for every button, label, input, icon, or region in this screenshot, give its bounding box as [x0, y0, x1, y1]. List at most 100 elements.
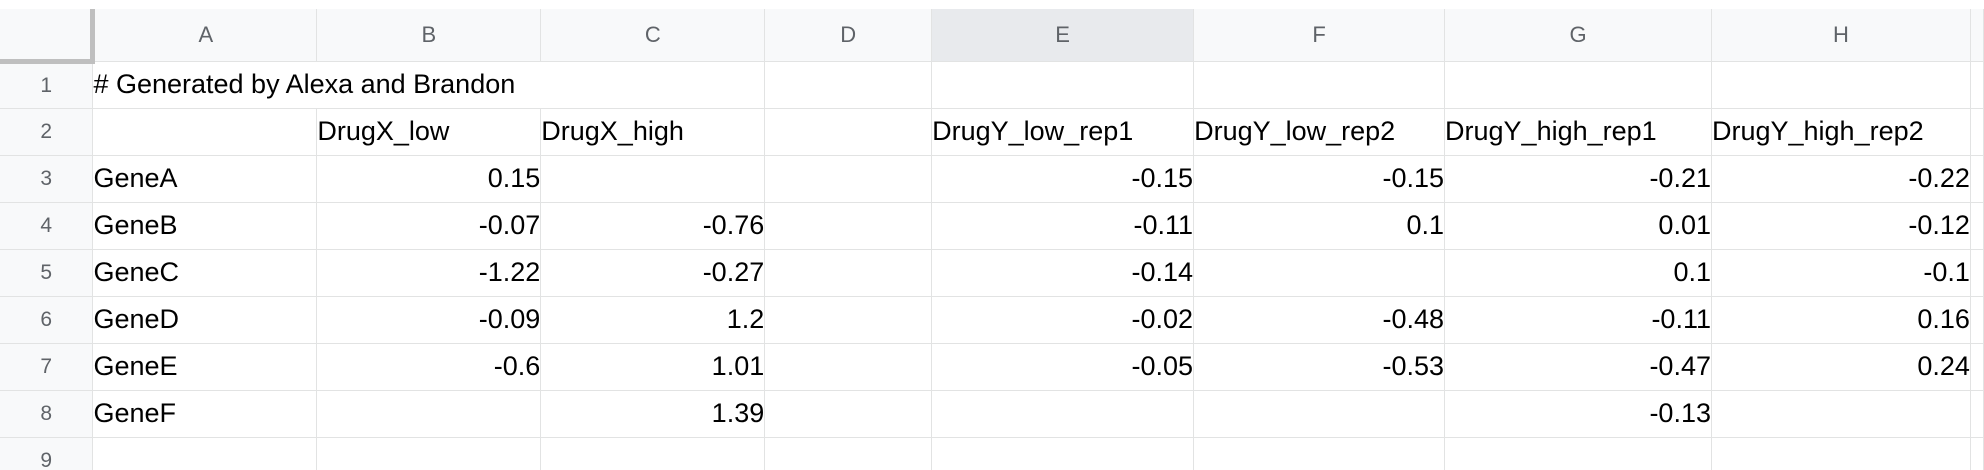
row-header[interactable]: 8: [0, 390, 94, 438]
cell-b5[interactable]: -1.22: [316, 249, 542, 297]
cell-e1[interactable]: [931, 61, 1195, 109]
cell-b4[interactable]: -0.07: [316, 202, 542, 250]
cell-f8[interactable]: [1193, 390, 1446, 438]
grid-edge: [1970, 437, 1984, 470]
cell-g4[interactable]: 0.01: [1444, 202, 1712, 250]
cell-f5[interactable]: [1193, 249, 1446, 297]
grid-edge: [1970, 155, 1984, 203]
cell-f6[interactable]: -0.48: [1193, 296, 1446, 344]
cell-a8[interactable]: GeneF: [92, 390, 318, 438]
cell-e3[interactable]: -0.15: [931, 155, 1195, 203]
cell-h3[interactable]: -0.22: [1711, 155, 1971, 203]
cell-d6[interactable]: [764, 296, 933, 344]
cell-g9[interactable]: [1444, 437, 1712, 470]
column-header-g[interactable]: G: [1444, 9, 1712, 62]
cell-h8[interactable]: [1711, 390, 1971, 438]
cell-g1[interactable]: [1444, 61, 1712, 109]
cell-a9[interactable]: [92, 437, 318, 470]
cell-f2[interactable]: DrugY_low_rep2: [1193, 108, 1446, 156]
row-header[interactable]: 9: [0, 437, 94, 470]
cell-b3[interactable]: 0.15: [316, 155, 542, 203]
cell-c5[interactable]: -0.27: [540, 249, 766, 297]
cell-c8[interactable]: 1.39: [540, 390, 766, 438]
cell-a1[interactable]: # Generated by Alexa and Brandon: [92, 61, 766, 109]
column-header-c[interactable]: C: [540, 9, 766, 62]
cell-d7[interactable]: [764, 343, 933, 391]
cell-a2[interactable]: [92, 108, 318, 156]
column-header-e[interactable]: E: [931, 9, 1195, 62]
cell-d5[interactable]: [764, 249, 933, 297]
cell-e8[interactable]: [931, 390, 1195, 438]
cell-g2[interactable]: DrugY_high_rep1: [1444, 108, 1712, 156]
cell-c4[interactable]: -0.76: [540, 202, 766, 250]
cell-f1[interactable]: [1193, 61, 1446, 109]
grid-edge: [1970, 296, 1984, 344]
cell-b6[interactable]: -0.09: [316, 296, 542, 344]
column-header-f[interactable]: F: [1193, 9, 1446, 62]
cell-d1[interactable]: [764, 61, 933, 109]
cell-a4[interactable]: GeneB: [92, 202, 318, 250]
cell-a5[interactable]: GeneC: [92, 249, 318, 297]
cell-a7[interactable]: GeneE: [92, 343, 318, 391]
cell-d4[interactable]: [764, 202, 933, 250]
column-header-b[interactable]: B: [316, 9, 542, 62]
cell-d3[interactable]: [764, 155, 933, 203]
row-header[interactable]: 5: [0, 249, 94, 297]
column-header-h[interactable]: H: [1711, 9, 1971, 62]
cell-c9[interactable]: [540, 437, 766, 470]
cell-e4[interactable]: -0.11: [931, 202, 1195, 250]
cell-h2[interactable]: DrugY_high_rep2: [1711, 108, 1971, 156]
cell-b8[interactable]: [316, 390, 542, 438]
cell-g3[interactable]: -0.21: [1444, 155, 1712, 203]
column-header-d[interactable]: D: [764, 9, 933, 62]
cell-c2[interactable]: DrugX_high: [540, 108, 766, 156]
cell-c7[interactable]: 1.01: [540, 343, 766, 391]
grid-edge: [1970, 202, 1984, 250]
cell-f7[interactable]: -0.53: [1193, 343, 1446, 391]
cell-g7[interactable]: -0.47: [1444, 343, 1712, 391]
cell-g6[interactable]: -0.11: [1444, 296, 1712, 344]
grid-body: 1 # Generated by Alexa and Brandon 2 DrugX_…: [0, 61, 1984, 470]
cell-d9[interactable]: [764, 437, 933, 470]
cell-g5[interactable]: 0.1: [1444, 249, 1712, 297]
cell-b9[interactable]: [316, 437, 542, 470]
cell-f3[interactable]: -0.15: [1193, 155, 1446, 203]
cell-a6[interactable]: GeneD: [92, 296, 318, 344]
row-header[interactable]: 4: [0, 202, 94, 250]
grid-edge: [1970, 390, 1984, 438]
cell-a3[interactable]: GeneA: [92, 155, 318, 203]
cell-h7[interactable]: 0.24: [1711, 343, 1971, 391]
cell-d8[interactable]: [764, 390, 933, 438]
grid-edge: [1970, 343, 1984, 391]
grid-edge: [1970, 249, 1984, 297]
cell-e6[interactable]: -0.02: [931, 296, 1195, 344]
select-all-corner[interactable]: [0, 9, 96, 64]
cell-h9[interactable]: [1711, 437, 1971, 470]
row-header[interactable]: 1: [0, 61, 94, 109]
cell-e9[interactable]: [931, 437, 1195, 470]
table-row: 4 GeneB -0.07 -0.76 -0.11 0.1 0.01 -0.12: [0, 202, 1984, 250]
cell-f4[interactable]: 0.1: [1193, 202, 1446, 250]
row-header[interactable]: 3: [0, 155, 94, 203]
cell-e7[interactable]: -0.05: [931, 343, 1195, 391]
row-header[interactable]: 6: [0, 296, 94, 344]
cell-c3[interactable]: [540, 155, 766, 203]
cell-h4[interactable]: -0.12: [1711, 202, 1971, 250]
cell-c6[interactable]: 1.2: [540, 296, 766, 344]
row-header[interactable]: 7: [0, 343, 94, 391]
row-header[interactable]: 2: [0, 108, 94, 156]
cell-e2[interactable]: DrugY_low_rep1: [931, 108, 1195, 156]
cell-e5[interactable]: -0.14: [931, 249, 1195, 297]
cell-b2[interactable]: DrugX_low: [316, 108, 542, 156]
cell-b7[interactable]: -0.6: [316, 343, 542, 391]
cell-h1[interactable]: [1711, 61, 1971, 109]
cell-g8[interactable]: -0.13: [1444, 390, 1712, 438]
column-header-a[interactable]: A: [92, 9, 318, 62]
cell-d2[interactable]: [764, 108, 933, 156]
cell-h6[interactable]: 0.16: [1711, 296, 1971, 344]
cell-f9[interactable]: [1193, 437, 1446, 470]
cell-h5[interactable]: -0.1: [1711, 249, 1971, 297]
table-row: 7 GeneE -0.6 1.01 -0.05 -0.53 -0.47 0.24: [0, 343, 1984, 391]
